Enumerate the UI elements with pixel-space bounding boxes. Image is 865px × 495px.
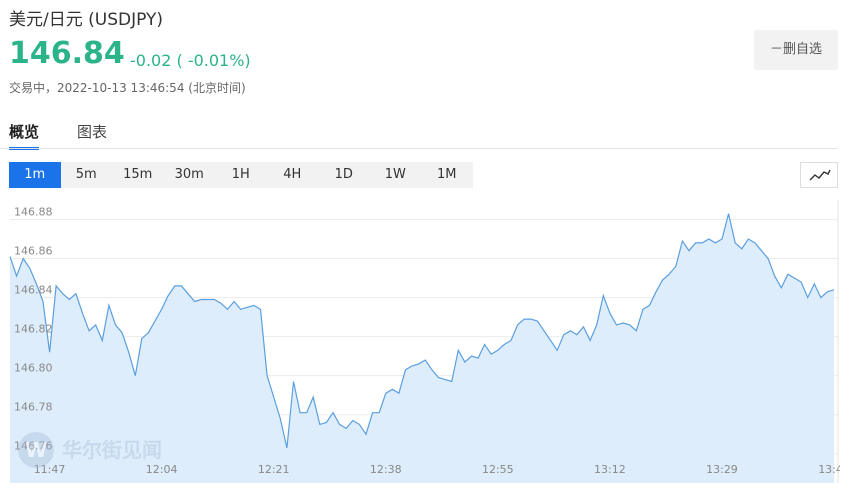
interval-button[interactable]: 30m (174, 167, 204, 182)
x-tick-label: 12:55 (482, 463, 514, 476)
divider (0, 148, 838, 149)
price-line (9, 213, 835, 449)
interval-button[interactable]: 1H (231, 167, 250, 182)
price: 146.84 (9, 36, 125, 71)
x-tick-label: 13:12 (594, 463, 626, 476)
svg-text:W: W (25, 438, 47, 462)
remove-watchlist-button[interactable]: －删自选 (754, 30, 838, 70)
interval-bar: 1m 5m 15m 30m 1H 4H 1D 1W 1M (9, 162, 473, 188)
area-fill (10, 213, 835, 483)
change: -0.02 ( -0.01%) (130, 51, 251, 70)
x-tick-label: 13:29 (706, 463, 738, 476)
x-tick-label: 12:04 (146, 463, 178, 476)
chart-type-button[interactable] (800, 162, 838, 188)
y-tick-label: 146.82 (14, 323, 53, 336)
x-tick-label: 11:47 (34, 463, 66, 476)
plot: 146.76 146.78 146.80 146.82 146.84 146.86 146.… (9, 200, 840, 483)
y-tick-label: 146.78 (14, 401, 53, 414)
y-tick-label: 146.88 (14, 206, 53, 219)
watermark-text: 华尔街见闻 (62, 438, 162, 462)
interval-button[interactable]: 1W (384, 167, 406, 182)
watermark: W 华尔街见闻 (18, 432, 162, 468)
y-tick-label: 146.76 (14, 440, 53, 453)
interval-button[interactable]: 5m (75, 167, 97, 182)
interval-button[interactable]: 1M (437, 167, 457, 182)
status: 交易中，2022-10-13 13:46:54 (北京时间) (9, 81, 246, 95)
interval-button[interactable]: 1D (334, 167, 353, 182)
y-tick-label: 146.84 (14, 284, 53, 297)
x-tick-label: 12:38 (370, 463, 402, 476)
title: 美元/日元 (USDJPY) (9, 10, 163, 30)
tab[interactable]: 概览 (9, 121, 40, 150)
chart: 146.76 146.78 146.80 146.82 146.84 146.86 146.… (9, 200, 840, 483)
y-tick-label: 146.80 (14, 362, 53, 375)
chart-icon (809, 169, 831, 181)
interval-button[interactable]: 15m (123, 167, 153, 182)
y-tick-label: 146.86 (14, 245, 53, 258)
x-tick-label: 13:46 (818, 463, 840, 476)
tab[interactable]: 图表 (77, 123, 108, 141)
interval-button[interactable]: 1m (9, 162, 61, 188)
x-tick-label: 12:21 (258, 463, 290, 476)
interval-button[interactable]: 4H (283, 167, 302, 182)
